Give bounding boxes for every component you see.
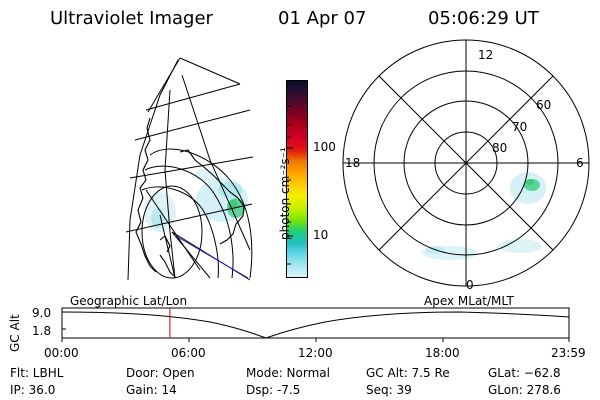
gain-info: Gain: 14 bbox=[126, 383, 177, 397]
mlt-label-0: 0 bbox=[466, 278, 474, 292]
date-label: 01 Apr 07 bbox=[278, 8, 367, 29]
lat-label-70: 70 bbox=[512, 120, 528, 134]
ip-info: IP: 36.0 bbox=[10, 383, 56, 397]
timeline-left-label: Geographic Lat/Lon bbox=[70, 294, 188, 308]
timeline-x-tick-1200: 12:00 bbox=[298, 346, 333, 360]
timeline-x-tick-2359: 23:59 bbox=[551, 346, 586, 360]
filter-info: Flt: LBHL bbox=[10, 366, 64, 380]
colorbar-tick-100: 100 bbox=[313, 140, 336, 154]
timeline-y-tick-top: 9.0 bbox=[32, 306, 52, 320]
timeline-right-label: Apex MLat/MLT bbox=[424, 294, 514, 308]
glat-info: GLat: −62.8 bbox=[488, 366, 561, 380]
lat-label-60: 60 bbox=[536, 98, 552, 112]
seq-info: Seq: 39 bbox=[366, 383, 412, 397]
door-info: Door: Open bbox=[126, 366, 195, 380]
colorbar bbox=[286, 80, 308, 278]
mlt-label-6: 6 bbox=[576, 156, 584, 170]
glon-info: GLon: 278.6 bbox=[488, 383, 561, 397]
mlt-label-18: 18 bbox=[345, 156, 361, 170]
timeline-x-tick-0600: 06:00 bbox=[171, 346, 206, 360]
mlt-label-12: 12 bbox=[478, 48, 494, 62]
lat-label-80: 80 bbox=[492, 141, 508, 155]
timeline-x-tick-1800: 18:00 bbox=[425, 346, 460, 360]
time-label: 05:06:29 UT bbox=[428, 8, 539, 29]
instrument-title: Ultraviolet Imager bbox=[50, 8, 213, 29]
colorbar-tick-10: 10 bbox=[313, 228, 329, 242]
timeline-y-tick-bottom: 1.8 bbox=[32, 324, 52, 338]
mode-info: Mode: Normal bbox=[246, 366, 330, 380]
timeline-x-tick-0000: 00:00 bbox=[44, 346, 79, 360]
dsp-info: Dsp: -7.5 bbox=[246, 383, 301, 397]
gc-alt-info: GC Alt: 7.5 Re bbox=[366, 366, 450, 380]
